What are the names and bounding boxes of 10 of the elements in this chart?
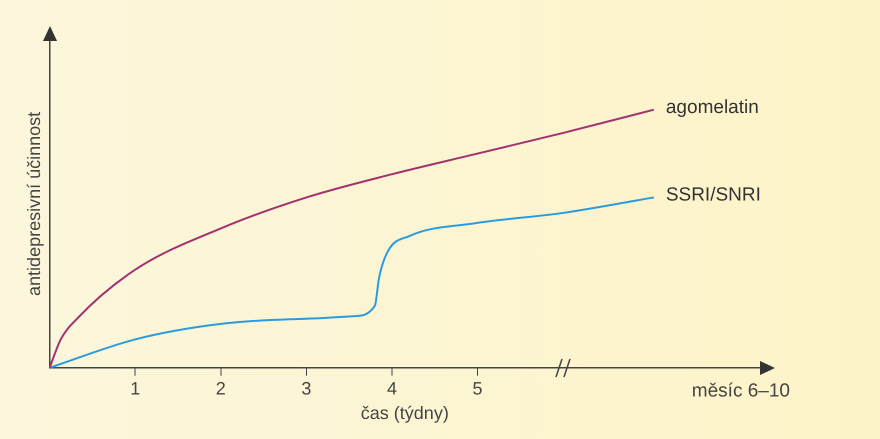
series-label: SSRI/SNRI bbox=[666, 184, 761, 206]
series-label: agomelatin bbox=[666, 96, 759, 118]
x-tick-label: 3 bbox=[301, 378, 312, 399]
text: měsíc 6–10 bbox=[692, 380, 790, 402]
x-tick-label: 1 bbox=[130, 378, 140, 399]
x-axis-title: čas (týdny) bbox=[360, 403, 449, 424]
x-tick-label: 5 bbox=[472, 378, 483, 399]
x-tick-label: 4 bbox=[386, 378, 397, 399]
x-tick-label: 2 bbox=[216, 378, 226, 399]
y-axis-title: antidepresivní účinnost bbox=[24, 112, 44, 296]
